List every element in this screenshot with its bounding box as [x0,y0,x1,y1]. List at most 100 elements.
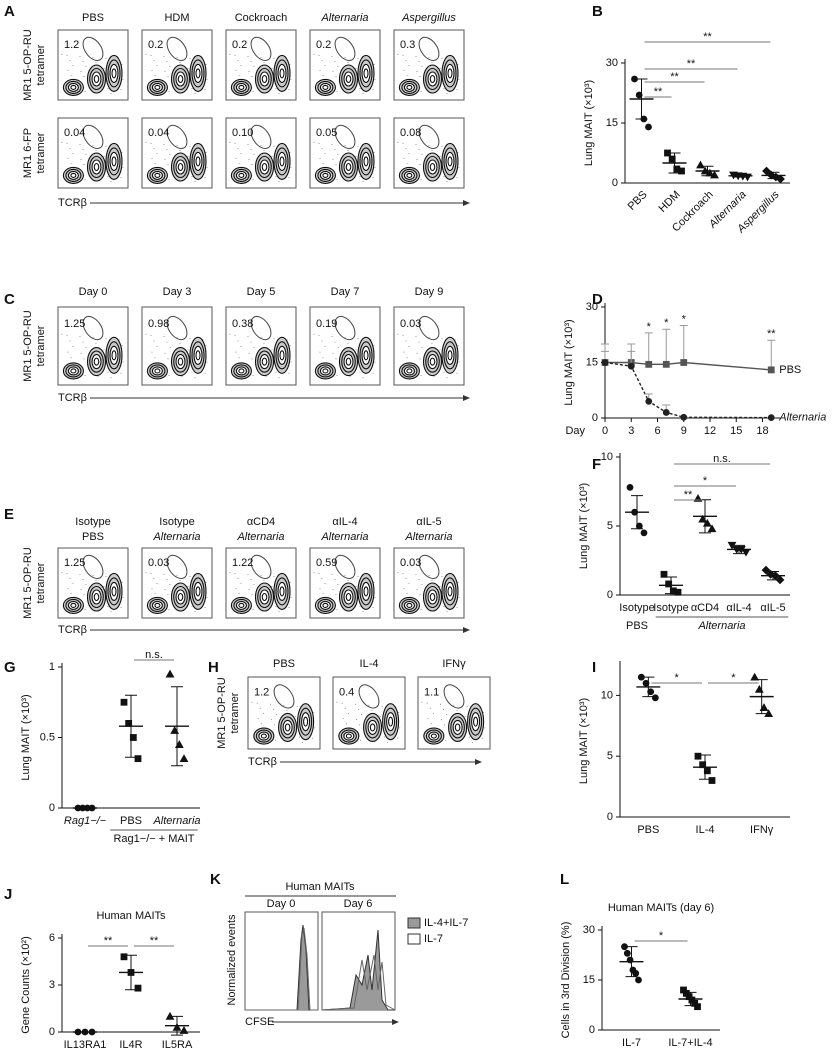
data-point [776,174,785,184]
event-dot [278,377,280,379]
event-dot [61,333,63,335]
significance-label: * [664,317,669,329]
event-dot [468,736,470,738]
event-dot [273,146,275,147]
event-dot [439,349,441,351]
event-dot [168,91,170,92]
event-dot [179,150,181,151]
event-dot [273,576,275,577]
event-dot [406,357,408,359]
event-dot [251,594,253,595]
event-dot [337,66,339,67]
event-dot [355,349,357,351]
event-dot [248,352,250,354]
gate-percentage: 0.59 [316,557,337,569]
data-point [754,684,764,693]
event-dot [70,593,72,594]
event-dot [403,158,405,159]
event-dot [205,64,207,65]
density-contour [369,723,376,732]
event-dot [446,93,448,94]
panel-letter: F [592,456,601,473]
event-dot [286,709,288,711]
column-title: PBS [82,531,104,543]
event-dot [83,358,85,360]
event-dot [368,704,370,706]
event-dot [85,347,87,349]
event-dot [397,572,399,573]
event-dot [458,167,460,168]
event-dot [429,707,431,709]
event-dot [67,351,69,353]
event-dot [289,64,291,65]
data-point [623,949,631,957]
event-dot [229,54,231,55]
data-point [764,709,774,718]
event-dot [80,352,82,354]
event-dot [458,361,460,363]
event-dot [349,376,351,378]
event-dot [355,586,357,587]
density-contour [345,733,352,739]
series-line [604,361,772,419]
density-contour [279,350,285,361]
event-dot [122,167,124,168]
density-contour [111,68,117,79]
event-dot [79,144,81,145]
event-dot [66,334,68,336]
event-dot [169,154,171,155]
event-dot [439,586,441,587]
event-dot [84,179,86,180]
event-dot [263,580,265,581]
gate [82,554,104,579]
event-dot [187,349,189,351]
data-point [761,565,771,575]
event-dot [275,606,277,607]
event-dot [318,143,320,144]
gate [250,554,272,579]
event-dot [252,609,254,610]
density-contour [195,586,201,597]
error-bar [125,694,137,758]
event-dot [335,76,337,77]
density-contour [322,368,329,374]
event-dot [273,708,275,710]
event-dot [229,142,231,143]
event-dot [312,737,314,739]
event-dot [253,347,255,349]
event-dot [151,158,153,159]
event-dot [240,65,242,66]
event-dot [373,582,375,583]
event-dot [189,576,191,577]
event-dot [103,68,105,69]
gate-percentage: 0.2 [232,39,247,51]
event-dot [432,713,434,715]
event-dot [336,609,338,610]
event-dot [84,609,86,610]
event-dot [248,589,250,590]
event-dot [335,594,337,595]
event-dot [166,579,168,580]
event-dot [322,163,324,164]
chart-title: Human MAITs (day 6) [608,902,714,914]
event-dot [156,583,158,584]
event-dot [70,357,72,359]
event-dot [332,159,334,160]
event-dot [355,68,357,69]
data-point [120,698,128,706]
column-title: Isotype [75,516,110,528]
x-axis-label: CFSE [245,1016,274,1028]
panel-letter: C [4,291,15,308]
event-dot [408,65,410,66]
event-dot [278,93,280,94]
event-dot [421,66,423,67]
event-dot [164,159,166,160]
data-point [759,703,769,711]
event-dot [105,338,107,340]
gate [250,315,272,341]
event-dot [271,349,273,351]
event-dot [332,589,334,590]
event-dot [235,588,237,589]
event-dot [416,589,418,590]
significance-label: ** [703,31,712,43]
